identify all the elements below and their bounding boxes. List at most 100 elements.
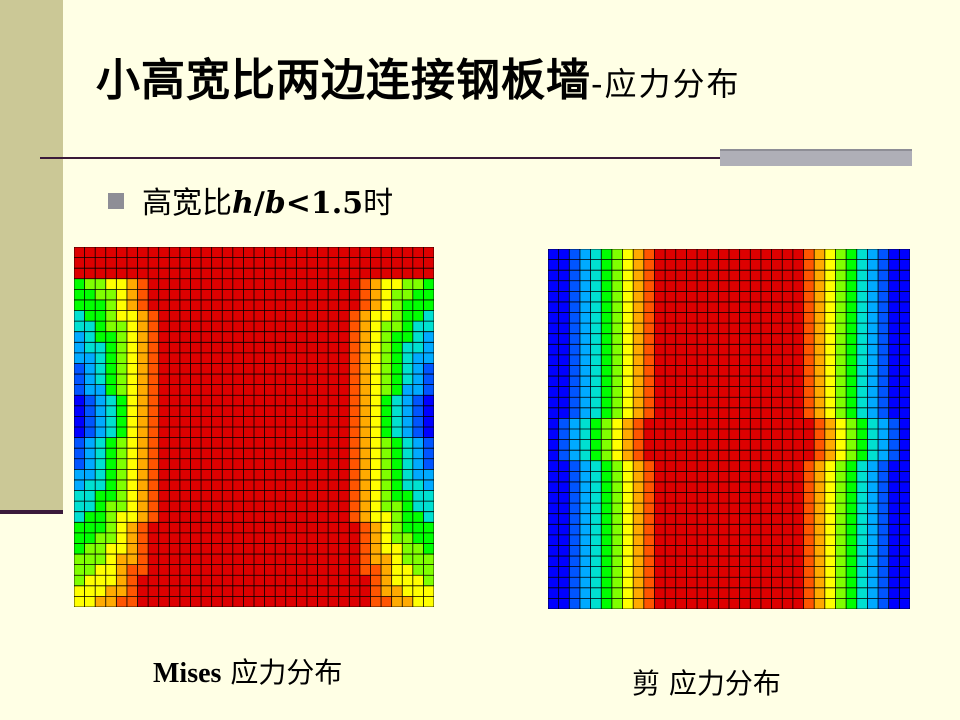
- contour-cell: [179, 458, 191, 470]
- contour-cell: [381, 585, 392, 597]
- contour-cell: [750, 333, 762, 345]
- contour-cell: [707, 481, 719, 493]
- contour-cell: [158, 384, 170, 396]
- contour-cell: [654, 524, 666, 536]
- contour-cell: [95, 416, 107, 428]
- contour-cell: [95, 575, 107, 587]
- contour-cell: [201, 321, 212, 333]
- contour-cell: [750, 598, 762, 609]
- contour-cell: [423, 458, 434, 470]
- contour-cell: [569, 418, 581, 430]
- contour-cell: [211, 427, 223, 438]
- contour-cell: [285, 299, 297, 311]
- contour-cell: [169, 490, 181, 502]
- contour-cell: [391, 299, 403, 311]
- contour-cell: [569, 407, 581, 419]
- contour-cell: [622, 354, 634, 366]
- contour-cell: [718, 598, 730, 609]
- contour-cell: [254, 469, 265, 481]
- contour-cell: [611, 471, 623, 483]
- contour-cell: [846, 323, 858, 335]
- contour-cell: [622, 503, 634, 515]
- contour-cell: [190, 532, 202, 544]
- contour-cell: [878, 598, 890, 609]
- contour-cell: [601, 429, 613, 440]
- contour-cell: [201, 352, 212, 364]
- contour-cell: [201, 289, 212, 301]
- contour-cell: [856, 556, 868, 567]
- contour-cell: [349, 543, 361, 555]
- contour-cell: [148, 352, 160, 364]
- contour-cell: [158, 257, 170, 269]
- contour-cell: [771, 344, 783, 356]
- contour-cell: [792, 587, 804, 599]
- contour-cell: [116, 437, 128, 449]
- contour-cell: [190, 448, 202, 460]
- contour-cell: [412, 374, 424, 385]
- contour-cell: [148, 585, 160, 597]
- contour-cell: [359, 564, 371, 576]
- contour-cell: [74, 384, 85, 396]
- contour-cell: [126, 352, 138, 364]
- contour-cell: [643, 270, 655, 282]
- contour-cell: [359, 479, 371, 491]
- contour-cell: [814, 301, 826, 313]
- contour-cell: [190, 310, 202, 322]
- contour-cell: [707, 587, 719, 599]
- contour-cell: [222, 352, 234, 364]
- contour-cell: [729, 418, 740, 430]
- contour-cell: [148, 268, 160, 280]
- contour-cell: [760, 503, 772, 515]
- contour-cell: [179, 479, 191, 491]
- contour-cell: [665, 344, 677, 356]
- contour-cell: [232, 564, 244, 576]
- contour-cell: [95, 543, 107, 555]
- contour-cell: [782, 418, 794, 430]
- contour-cell: [803, 333, 815, 345]
- contour-cell: [296, 395, 308, 407]
- contour-cell: [190, 596, 202, 607]
- contour-cell: [370, 585, 382, 597]
- contour-cell: [370, 490, 382, 502]
- contour-cell: [201, 596, 212, 607]
- contour-cell: [338, 278, 350, 290]
- contour-cell: [835, 344, 847, 356]
- contour-cell: [867, 333, 879, 345]
- contour-cell: [750, 365, 762, 377]
- contour-cell: [201, 469, 212, 481]
- contour-cell: [370, 278, 382, 290]
- contour-cell: [328, 479, 340, 491]
- contour-cell: [306, 278, 318, 290]
- contour-cell: [349, 278, 361, 290]
- contour-cell: [579, 365, 591, 377]
- contour-cell: [665, 460, 677, 472]
- contour-cell: [349, 448, 361, 460]
- contour-cell: [423, 448, 434, 460]
- contour-cell: [899, 259, 910, 271]
- contour-cell: [264, 331, 276, 343]
- contour-cell: [148, 575, 160, 587]
- contour-cell: [243, 469, 255, 481]
- contour-cell: [222, 575, 234, 587]
- contour-cell: [622, 365, 634, 377]
- contour-cell: [243, 405, 255, 417]
- contour-cell: [222, 268, 234, 280]
- contour-cell: [243, 352, 255, 364]
- contour-cell: [179, 543, 191, 555]
- contour-cell: [792, 291, 804, 303]
- contour-cell: [579, 450, 591, 462]
- contour-cell: [601, 556, 613, 567]
- contour-cell: [782, 301, 794, 313]
- contour-cell: [569, 376, 581, 387]
- contour-cell: [158, 310, 170, 322]
- contour-cell: [760, 556, 772, 567]
- contour-cell: [643, 312, 655, 324]
- contour-cell: [338, 299, 350, 311]
- contour-cell: [686, 503, 698, 515]
- mises-caption-rest: 应力分布: [221, 656, 343, 689]
- contour-cell: [381, 543, 392, 555]
- contour-cell: [867, 397, 879, 409]
- contour-cell: [814, 270, 826, 282]
- contour-cell: [548, 545, 559, 557]
- contour-cell: [697, 333, 709, 345]
